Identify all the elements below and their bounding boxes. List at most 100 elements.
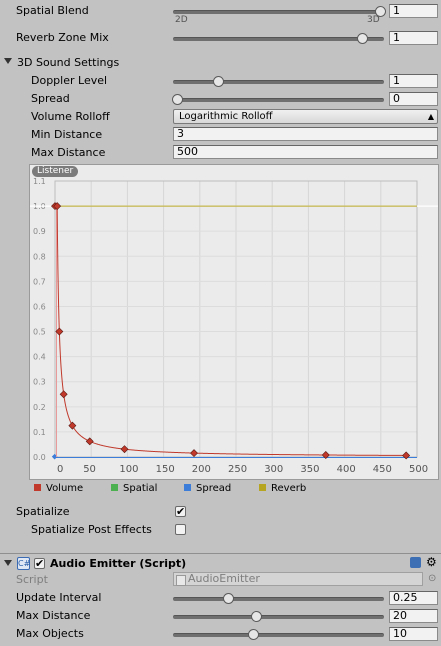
rolloff-graph[interactable]: 1.1 1.0 0.9 0.8 0.7 0.6 0.5 0.4 0.3 0.2 0.1 0.0 0 50…	[29, 164, 439, 480]
min-distance-field[interactable]: 3	[173, 127, 438, 141]
doppler-level-label: Doppler Level	[31, 74, 107, 87]
y-tick-label: 0.5	[33, 328, 46, 337]
max-objects-label: Max Objects	[16, 627, 84, 640]
legend-item-reverb[interactable]: Reverb	[259, 483, 306, 495]
max-objects-slider[interactable]	[173, 633, 384, 637]
sound3d-foldout[interactable]: 3D Sound Settings	[0, 54, 441, 72]
reverb-zone-mix-thumb[interactable]	[357, 33, 368, 44]
x-tick-label: 400	[337, 464, 356, 475]
spread-row: Spread 0	[0, 90, 441, 108]
spread-thumb[interactable]	[172, 94, 183, 105]
spatial-blend-slider[interactable]	[173, 10, 384, 14]
volume-rolloff-label: Volume Rolloff	[31, 110, 110, 123]
listener-badge: Listener	[32, 166, 78, 177]
object-picker-icon[interactable]: ⊙	[428, 573, 436, 584]
max-distance-label: Max Distance	[31, 146, 105, 159]
legend-swatch	[34, 484, 41, 491]
legend-item-spread[interactable]: Spread	[184, 483, 231, 495]
update-interval-label: Update Interval	[16, 591, 101, 604]
doppler-level-field[interactable]: 1	[389, 74, 438, 88]
max-distance-field[interactable]: 500	[173, 145, 438, 159]
spatialize-checkbox[interactable]: ✔	[175, 506, 186, 517]
y-tick-label: 0.9	[33, 227, 46, 236]
min-distance-row: Min Distance 3	[0, 126, 441, 144]
y-tick-label: 0.2	[33, 403, 46, 412]
checkmark-icon: ✔	[35, 557, 44, 570]
component-divider	[0, 553, 441, 554]
volume-keyframe	[69, 422, 76, 429]
spatial-blend-max-label: 3D	[367, 15, 380, 25]
max-objects-field[interactable]: 10	[389, 627, 438, 641]
y-tick-label: 0.1	[33, 428, 46, 437]
y-tick-label: 0.6	[33, 302, 46, 311]
volume-keyframe	[190, 450, 197, 457]
x-tick-label: 500	[409, 464, 428, 475]
legend-swatch	[111, 484, 118, 491]
x-tick-label: 250	[228, 464, 247, 475]
emitter-max-distance-slider[interactable]	[173, 615, 384, 619]
spread-slider[interactable]	[173, 98, 384, 102]
spatial-blend-field[interactable]: 1	[389, 4, 438, 18]
rolloff-graph-svg: 1.11.00.90.80.70.60.50.40.30.20.10.0 0 50…	[30, 165, 438, 479]
script-field: AudioEmitter	[173, 572, 423, 586]
audio-emitter-title: Audio Emitter (Script)	[50, 557, 186, 570]
foldout-arrow-icon[interactable]	[4, 58, 12, 64]
doppler-level-row: Doppler Level 1	[0, 72, 441, 90]
spread-label: Spread	[31, 92, 70, 105]
max-objects-row: Max Objects 10	[0, 625, 441, 643]
legend-label: Spatial	[123, 483, 157, 494]
x-tick-label: 450	[373, 464, 392, 475]
min-distance-label: Min Distance	[31, 128, 102, 141]
sound3d-header: 3D Sound Settings	[17, 56, 119, 69]
legend-item-spatial[interactable]: Spatial	[111, 483, 157, 495]
legend-swatch	[184, 484, 191, 491]
spread-field[interactable]: 0	[389, 92, 438, 106]
script-field-value: AudioEmitter	[188, 572, 260, 585]
legend-label: Reverb	[271, 483, 306, 494]
reverb-zone-mix-label: Reverb Zone Mix	[16, 31, 109, 44]
spatialize-post-effects-row: Spatialize Post Effects	[0, 521, 441, 539]
x-tick-label: 50	[83, 464, 96, 475]
volume-curve	[55, 206, 406, 455]
emitter-max-distance-label: Max Distance	[16, 609, 90, 622]
x-tick-label: 100	[119, 464, 138, 475]
max-objects-thumb[interactable]	[248, 629, 259, 640]
script-icon: C#	[17, 557, 30, 570]
update-interval-field[interactable]: 0.25	[389, 591, 438, 605]
spatialize-row: Spatialize ✔	[0, 503, 441, 521]
spatial-blend-min-label: 2D	[175, 15, 188, 25]
spatial-blend-row: Spatial Blend 1 2D 3D	[0, 2, 441, 20]
y-tick-label: 0.3	[33, 378, 46, 387]
y-tick-label: 0.4	[33, 353, 46, 362]
legend-swatch	[259, 484, 266, 491]
x-tick-label: 150	[156, 464, 175, 475]
gear-icon[interactable]: ⚙	[426, 555, 437, 569]
update-interval-thumb[interactable]	[223, 593, 234, 604]
emitter-max-distance-field[interactable]: 20	[389, 609, 438, 623]
update-interval-row: Update Interval 0.25	[0, 589, 441, 607]
audio-emitter-enabled-checkbox[interactable]: ✔	[34, 558, 45, 569]
volume-rolloff-dropdown[interactable]: Logarithmic Rolloff ▲	[173, 109, 438, 124]
legend-item-volume[interactable]: Volume	[34, 483, 83, 495]
doppler-level-slider[interactable]	[173, 80, 384, 84]
script-row: Script AudioEmitter ⊙	[0, 571, 441, 589]
book-icon[interactable]	[410, 557, 421, 568]
volume-keyframe	[86, 438, 93, 445]
foldout-arrow-icon[interactable]	[4, 560, 12, 566]
x-tick-label: 200	[192, 464, 211, 475]
x-tick-label: 350	[300, 464, 319, 475]
audio-emitter-header[interactable]: C# ✔ Audio Emitter (Script) ⚙	[0, 555, 441, 572]
doppler-level-thumb[interactable]	[213, 76, 224, 87]
dropdown-arrows-icon: ▲	[428, 110, 434, 123]
volume-rolloff-row: Volume Rolloff Logarithmic Rolloff ▲	[0, 108, 441, 126]
reverb-zone-mix-field[interactable]: 1	[389, 31, 438, 45]
emitter-max-distance-thumb[interactable]	[251, 611, 262, 622]
spatial-blend-label: Spatial Blend	[16, 4, 89, 17]
script-file-icon	[176, 575, 186, 586]
reverb-zone-mix-slider[interactable]	[173, 37, 384, 41]
graph-y-ticks: 1.11.00.90.80.70.60.50.40.30.20.10.0	[33, 177, 46, 462]
update-interval-slider[interactable]	[173, 597, 384, 601]
script-label: Script	[16, 573, 48, 586]
spatialize-post-effects-checkbox[interactable]	[175, 524, 186, 535]
y-tick-label: 0.7	[33, 277, 46, 286]
